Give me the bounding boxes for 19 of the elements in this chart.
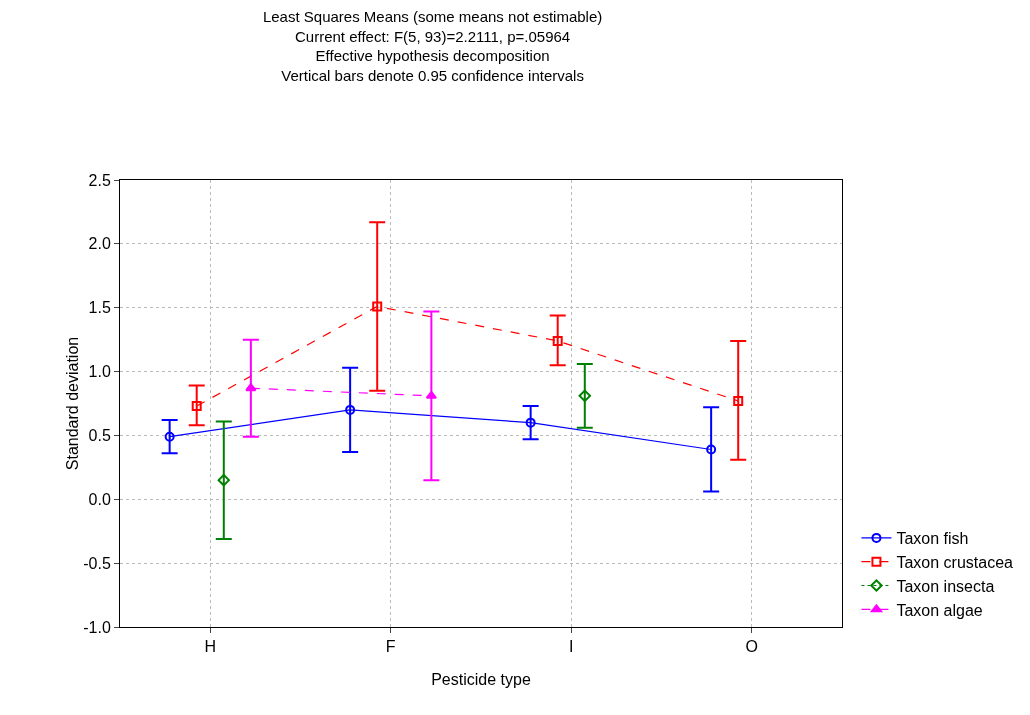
chart-title: Least Squares Means (some means not estimable) Current effect: F(5, 93)=2.2111, p=.05964 Effective hypothesis decomposition Vertical bars denote 0.95 confidence intervals bbox=[262, 8, 603, 84]
y-tick-label: 0.5 bbox=[88, 427, 111, 445]
legend-label: Taxon fish bbox=[896, 530, 969, 548]
x-tick-label: O bbox=[745, 638, 758, 656]
y-tick-label: -1.0 bbox=[83, 618, 111, 636]
y-tick-label: 1.0 bbox=[88, 363, 111, 381]
x-axis-title: Pesticide type bbox=[431, 671, 531, 688]
x-tick-label: F bbox=[385, 638, 396, 656]
y-tick-label: 2.5 bbox=[88, 171, 111, 189]
y-tick-label: 1.5 bbox=[88, 299, 111, 317]
y-axis-title: Standard deviation bbox=[64, 336, 81, 471]
x-tick-label: H bbox=[204, 638, 217, 656]
legend-label: Taxon insecta bbox=[896, 577, 995, 595]
legend-label: Taxon crustacea bbox=[896, 553, 1014, 571]
y-tick-label: 2.0 bbox=[88, 235, 111, 253]
x-tick-label: I bbox=[569, 638, 574, 656]
legend-label: Taxon algae bbox=[896, 601, 983, 619]
y-tick-label: -0.5 bbox=[83, 554, 111, 572]
y-tick-label: 0.0 bbox=[88, 490, 111, 508]
